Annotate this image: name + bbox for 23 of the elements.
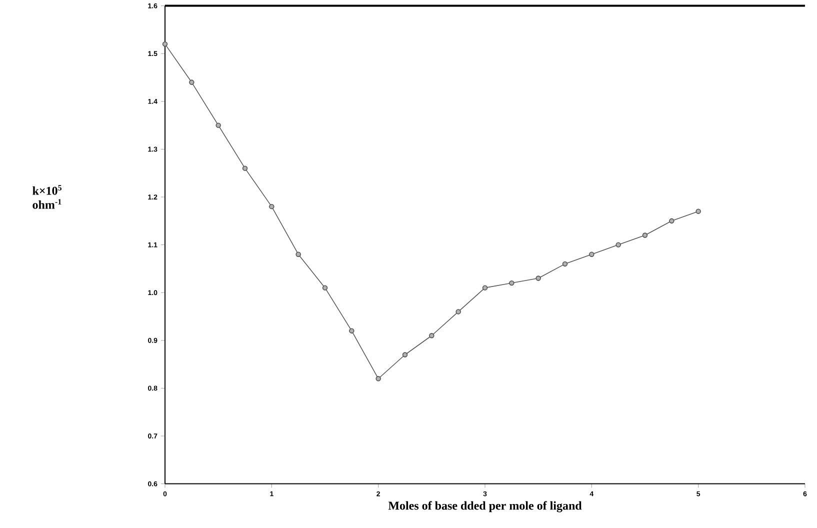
point bbox=[402, 352, 408, 358]
point bbox=[482, 285, 488, 291]
point bbox=[509, 280, 514, 286]
point bbox=[189, 80, 194, 85]
point bbox=[696, 208, 701, 214]
text: k×10$^{5}$ ohm$^{-1}$ bbox=[32, 185, 62, 209]
point bbox=[269, 204, 274, 210]
point bbox=[562, 261, 568, 267]
point bbox=[322, 285, 328, 291]
point bbox=[642, 232, 648, 238]
point bbox=[429, 333, 434, 338]
point bbox=[349, 328, 354, 334]
point bbox=[669, 218, 674, 224]
point bbox=[536, 276, 541, 281]
point bbox=[162, 42, 168, 47]
point bbox=[376, 376, 381, 382]
point bbox=[456, 309, 461, 314]
point bbox=[616, 242, 621, 248]
x-axis-title: Moles of base dded per mole of ligand bbox=[388, 501, 582, 512]
point bbox=[216, 122, 221, 128]
point bbox=[589, 252, 594, 258]
point bbox=[242, 166, 248, 172]
point bbox=[296, 252, 301, 258]
